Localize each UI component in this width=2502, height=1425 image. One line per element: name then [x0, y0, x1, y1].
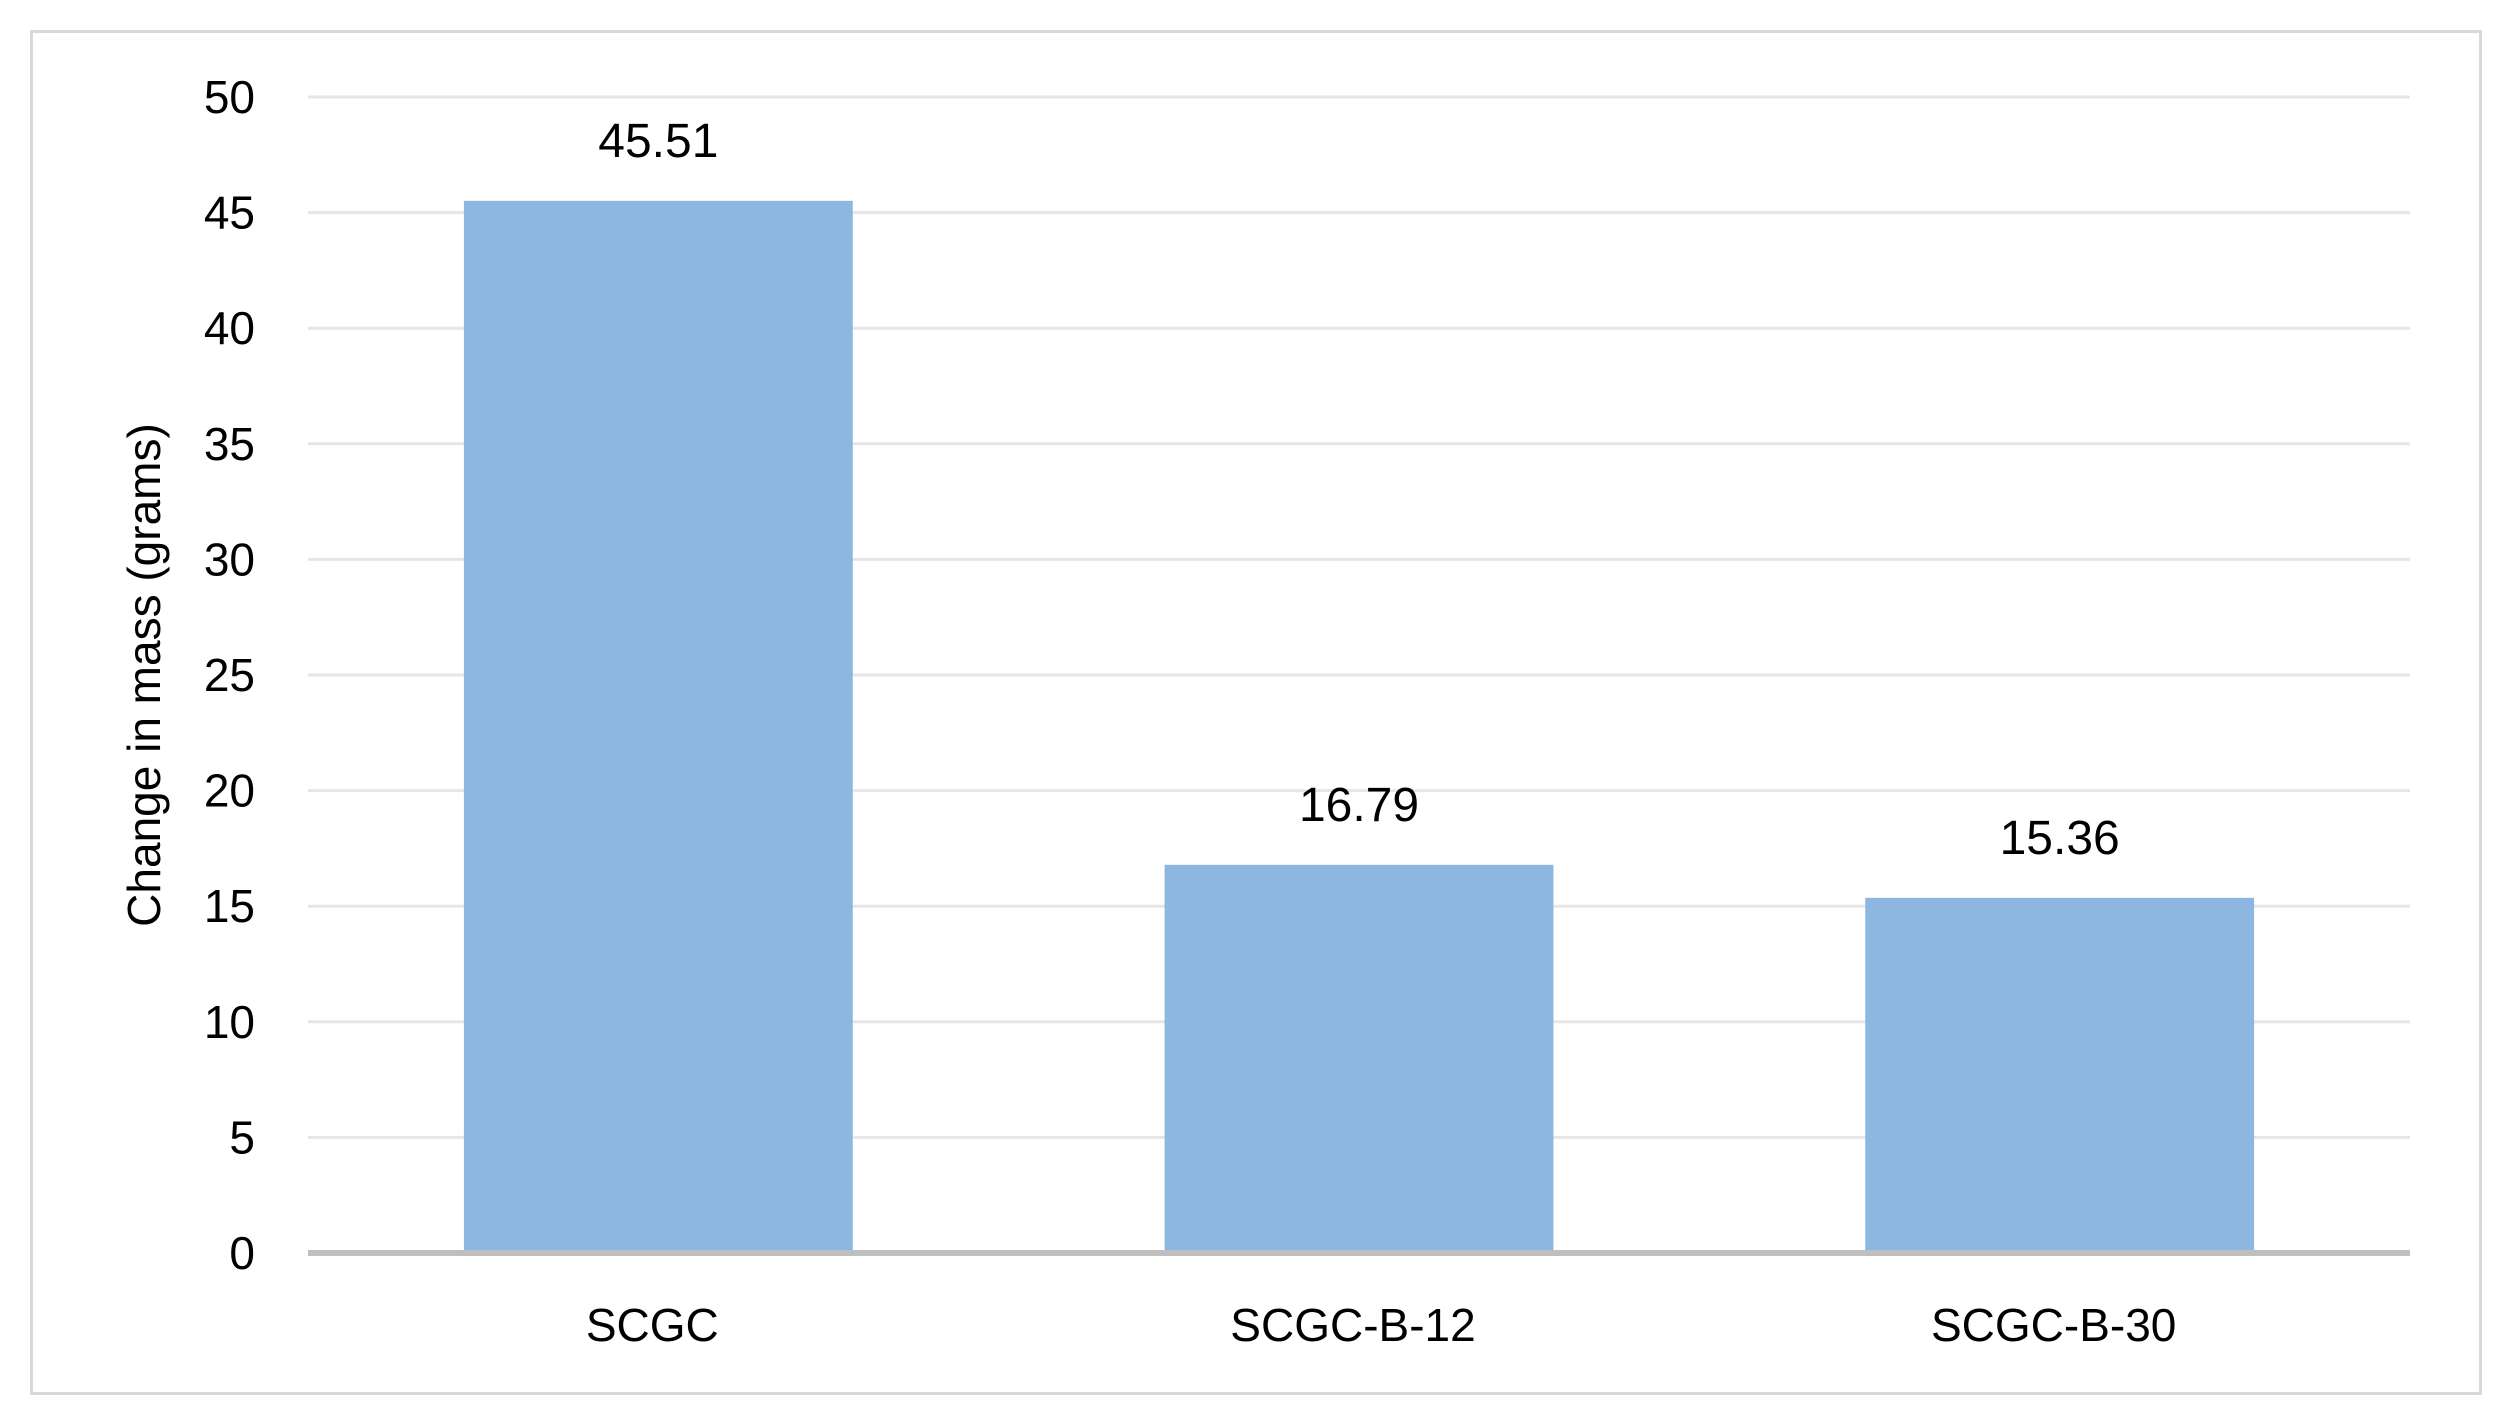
y-tick-label: 20	[204, 765, 255, 817]
bar-scgc-b-12	[1164, 864, 1554, 1253]
y-axis-tick-labels: 0 5 10 15 20 25 30 35 40 45 50	[204, 71, 255, 1279]
x-category-label: SCGC-B-30	[1931, 1299, 2176, 1351]
y-tick-label: 10	[204, 996, 255, 1048]
bar-scgc-b-30	[1865, 897, 2255, 1253]
y-tick-label: 15	[204, 880, 255, 932]
y-tick-label: 35	[204, 418, 255, 470]
y-tick-label: 40	[204, 302, 255, 354]
x-axis-category-labels: SCGC SCGC-B-12 SCGC-B-30	[586, 1299, 2176, 1351]
bar-scgc	[463, 200, 853, 1253]
y-tick-label: 0	[229, 1227, 255, 1279]
x-category-label: SCGC	[586, 1299, 719, 1351]
y-axis-title: Change in mass (grams)	[118, 423, 170, 927]
y-tick-label: 30	[204, 533, 255, 585]
x-category-label: SCGC-B-12	[1230, 1299, 1475, 1351]
data-label: 15.36	[2000, 812, 2120, 865]
data-label: 16.79	[1299, 779, 1419, 832]
y-tick-label: 45	[204, 187, 255, 239]
data-label: 45.51	[598, 115, 718, 168]
bars	[463, 200, 2255, 1253]
data-labels: 45.51 16.79 15.36	[598, 115, 2119, 865]
y-tick-label: 50	[204, 71, 255, 123]
y-tick-label: 5	[229, 1111, 255, 1163]
y-tick-label: 25	[204, 649, 255, 701]
